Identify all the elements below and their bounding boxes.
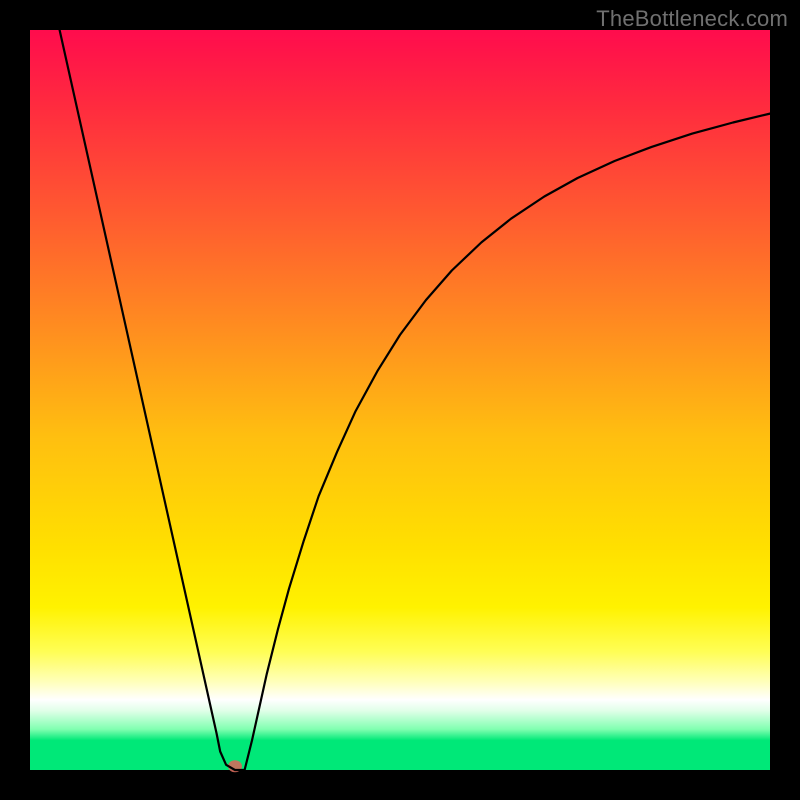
watermark-text: TheBottleneck.com: [596, 6, 788, 32]
chart-root: TheBottleneck.com: [0, 0, 800, 800]
bottleneck-chart: [0, 0, 800, 800]
gradient-plot-area: [30, 30, 770, 770]
